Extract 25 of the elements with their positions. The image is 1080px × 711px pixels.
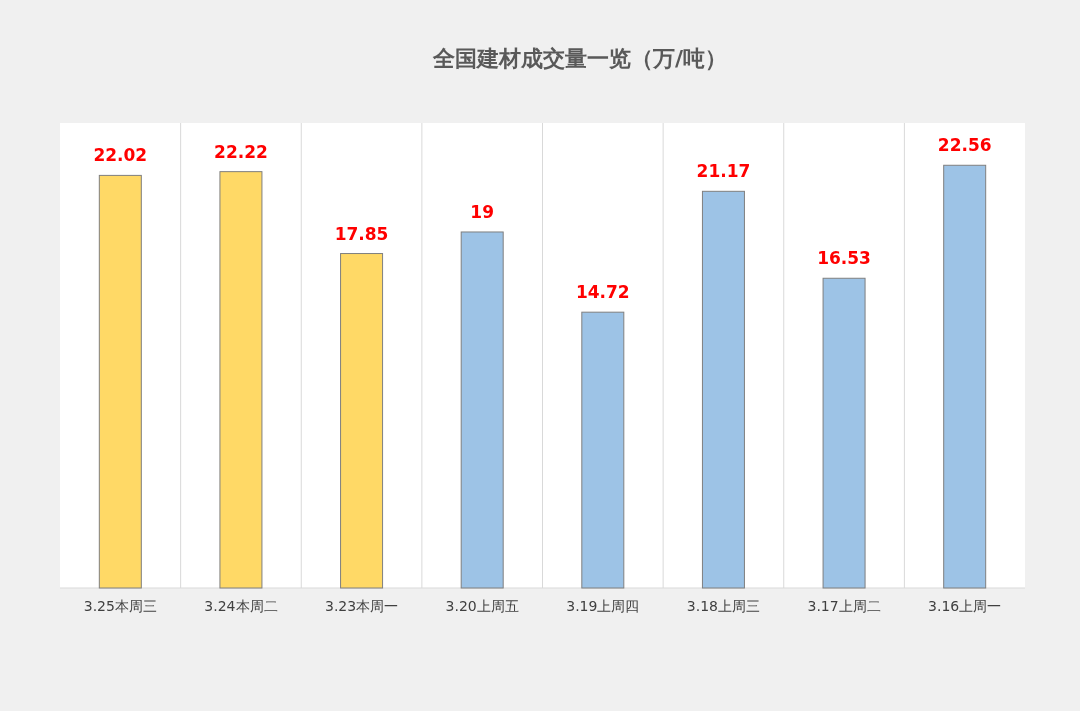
data-label: 22.02 [93, 145, 148, 166]
data-label: 21.17 [696, 161, 751, 182]
bar [701, 190, 745, 589]
x-tick-label: 3.19上周四 [566, 598, 640, 614]
data-label: 14.72 [575, 282, 630, 303]
data-label: 19 [470, 201, 495, 222]
bar [822, 277, 866, 589]
bar [460, 231, 504, 589]
x-tick-label: 3.24本周二 [204, 598, 278, 614]
x-tick-label: 3.18上周三 [686, 598, 761, 614]
bar [219, 171, 263, 589]
x-tick-label: 3.25本周三 [83, 598, 157, 614]
chart-title: 全国建材成交量一览（万/吨） [431, 46, 728, 71]
bar [98, 174, 142, 589]
x-tick-label: 3.23本周一 [324, 598, 399, 614]
x-tick-label: 3.16上周一 [928, 598, 1002, 614]
data-label: 17.85 [334, 223, 389, 244]
data-label: 22.22 [214, 141, 268, 162]
bar [581, 311, 625, 589]
x-tick-label: 3.17上周二 [807, 598, 881, 614]
x-tick-label: 3.20上周五 [445, 598, 519, 614]
data-label: 22.56 [937, 135, 992, 156]
bar [943, 164, 987, 589]
bar [340, 253, 384, 589]
data-label: 16.53 [817, 248, 871, 269]
